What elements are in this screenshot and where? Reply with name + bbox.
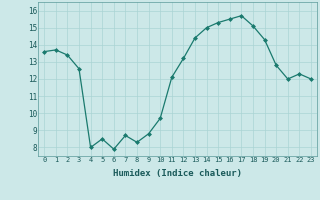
X-axis label: Humidex (Indice chaleur): Humidex (Indice chaleur): [113, 169, 242, 178]
